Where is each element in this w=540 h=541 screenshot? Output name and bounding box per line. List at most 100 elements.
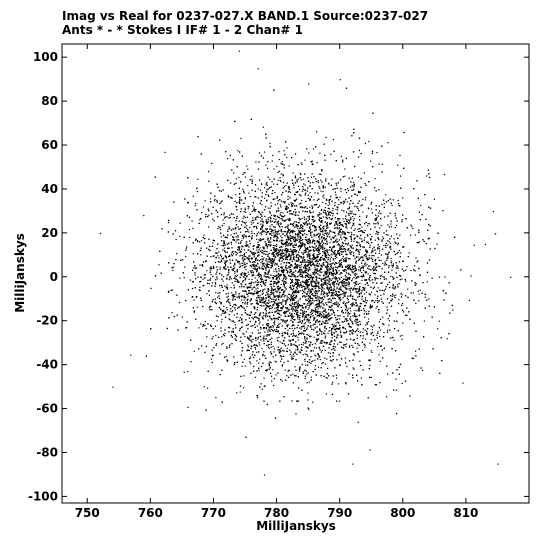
data-point — [282, 253, 284, 255]
data-point — [253, 233, 255, 235]
data-point — [268, 271, 270, 273]
data-point — [365, 324, 367, 326]
data-point — [378, 246, 380, 248]
data-point — [292, 246, 294, 248]
data-point — [358, 230, 360, 233]
data-point — [294, 200, 296, 202]
data-point — [328, 201, 330, 203]
data-point — [259, 217, 261, 219]
data-point — [342, 248, 344, 250]
data-point — [269, 317, 271, 319]
data-point — [318, 274, 320, 276]
data-point — [258, 260, 260, 262]
data-point — [351, 266, 353, 268]
data-point — [338, 199, 340, 201]
data-point — [359, 286, 361, 288]
data-point — [200, 249, 202, 252]
data-point — [332, 284, 334, 286]
data-point — [245, 242, 247, 244]
data-point — [267, 276, 269, 278]
data-point — [391, 226, 393, 228]
data-point — [265, 242, 267, 244]
data-point — [327, 367, 329, 369]
data-point — [279, 322, 281, 325]
data-point — [348, 232, 350, 234]
data-point — [362, 211, 364, 213]
data-point — [320, 190, 322, 192]
data-point — [257, 241, 259, 243]
data-point — [329, 242, 331, 244]
data-point — [340, 341, 342, 343]
data-point — [368, 268, 370, 270]
data-point — [217, 228, 219, 230]
data-point — [302, 371, 304, 373]
data-point — [321, 280, 323, 282]
data-point — [282, 271, 284, 273]
data-point — [329, 263, 331, 265]
data-point — [321, 208, 323, 210]
data-point — [293, 276, 295, 278]
data-point — [294, 214, 296, 216]
data-point — [179, 277, 181, 279]
data-point — [328, 208, 330, 210]
data-point — [190, 361, 192, 363]
data-point — [302, 292, 304, 295]
data-point — [347, 272, 349, 274]
data-point — [251, 257, 253, 259]
data-point — [307, 399, 309, 401]
data-point — [344, 318, 346, 320]
data-point — [198, 327, 200, 329]
data-point — [305, 267, 307, 269]
data-point — [321, 256, 323, 258]
data-point — [378, 231, 380, 233]
data-point — [380, 329, 382, 331]
data-point — [321, 300, 323, 302]
data-point — [242, 290, 244, 292]
data-point — [243, 172, 245, 174]
data-point — [322, 233, 324, 235]
data-point — [265, 234, 267, 236]
data-point — [280, 200, 282, 202]
data-point — [268, 270, 270, 272]
data-point — [312, 360, 314, 362]
data-point — [278, 326, 280, 328]
data-point — [320, 179, 322, 181]
data-point — [388, 324, 390, 326]
data-point — [204, 200, 206, 202]
data-point — [229, 216, 232, 219]
data-point — [234, 262, 236, 264]
data-point — [353, 277, 355, 279]
data-point — [375, 230, 378, 232]
data-point — [262, 238, 264, 240]
data-point — [244, 216, 246, 219]
data-point — [247, 185, 249, 187]
data-point — [268, 211, 271, 213]
data-point — [340, 330, 342, 332]
data-point — [267, 276, 269, 279]
data-point — [333, 302, 336, 304]
data-point — [322, 284, 324, 286]
data-point — [273, 235, 275, 237]
data-point — [366, 323, 368, 325]
data-point — [309, 345, 311, 347]
data-point — [220, 314, 222, 316]
data-point — [364, 279, 366, 281]
data-point — [252, 254, 254, 256]
data-point — [339, 287, 341, 289]
data-point — [196, 267, 198, 269]
data-point — [179, 222, 181, 224]
data-point — [227, 295, 229, 297]
data-point — [360, 377, 362, 379]
data-point — [433, 198, 435, 200]
data-point — [292, 224, 294, 226]
data-point — [234, 309, 236, 311]
data-point — [158, 264, 160, 266]
data-point — [285, 185, 287, 187]
data-point — [366, 263, 368, 265]
data-point — [291, 202, 294, 204]
data-point — [350, 216, 352, 218]
data-point — [254, 290, 256, 292]
data-point — [209, 198, 211, 200]
data-point — [327, 210, 329, 212]
data-point — [257, 284, 259, 286]
